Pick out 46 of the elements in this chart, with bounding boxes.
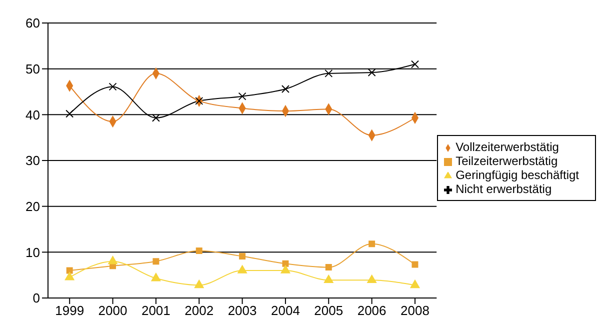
x-tick-label: 2000 (98, 303, 128, 318)
legend-label: Geringfügig beschäftigt (456, 168, 579, 182)
x-tick-label: 2008 (400, 303, 430, 318)
point (152, 114, 160, 122)
x-tick-label: 1999 (55, 303, 84, 318)
y-tick-label: 20 (26, 198, 40, 214)
y-tick-label: 0 (32, 290, 40, 306)
point (367, 274, 376, 284)
point (324, 69, 333, 78)
legend-label: Vollzeiterwerbstätig (456, 140, 559, 154)
point (324, 274, 334, 284)
y-tick-label: 40 (26, 107, 40, 122)
point (368, 68, 376, 76)
point (412, 261, 418, 268)
point (325, 264, 332, 271)
point (238, 92, 246, 100)
x-tick-label: 2001 (141, 303, 170, 318)
x-tick-label: 2006 (357, 303, 386, 318)
point (410, 280, 420, 288)
point (410, 60, 419, 68)
x-tick-label: 2005 (314, 303, 344, 318)
point (66, 110, 74, 118)
x-tick-label: 2003 (228, 303, 257, 318)
point (368, 240, 376, 248)
y-tick-label: 60 (26, 16, 40, 31)
point (66, 267, 73, 274)
point (64, 272, 74, 280)
point (238, 265, 247, 274)
point (196, 248, 202, 254)
point (282, 260, 289, 267)
y-tick-label: 30 (26, 153, 40, 168)
point (194, 280, 204, 288)
point (239, 253, 246, 260)
point (151, 272, 161, 282)
legend-label: Teilzeiterwerbstätig (456, 154, 558, 168)
point (280, 265, 290, 274)
y-tick-label: 50 (26, 61, 40, 76)
x-tick-label: 2004 (271, 303, 300, 318)
point (108, 256, 118, 264)
point (281, 85, 290, 93)
point (152, 258, 160, 265)
y-tick-label: 10 (26, 244, 40, 260)
legend-label: Nicht erwerbstätig (456, 182, 552, 196)
point (195, 96, 204, 105)
point (108, 82, 117, 91)
x-tick-label: 2002 (184, 303, 214, 318)
